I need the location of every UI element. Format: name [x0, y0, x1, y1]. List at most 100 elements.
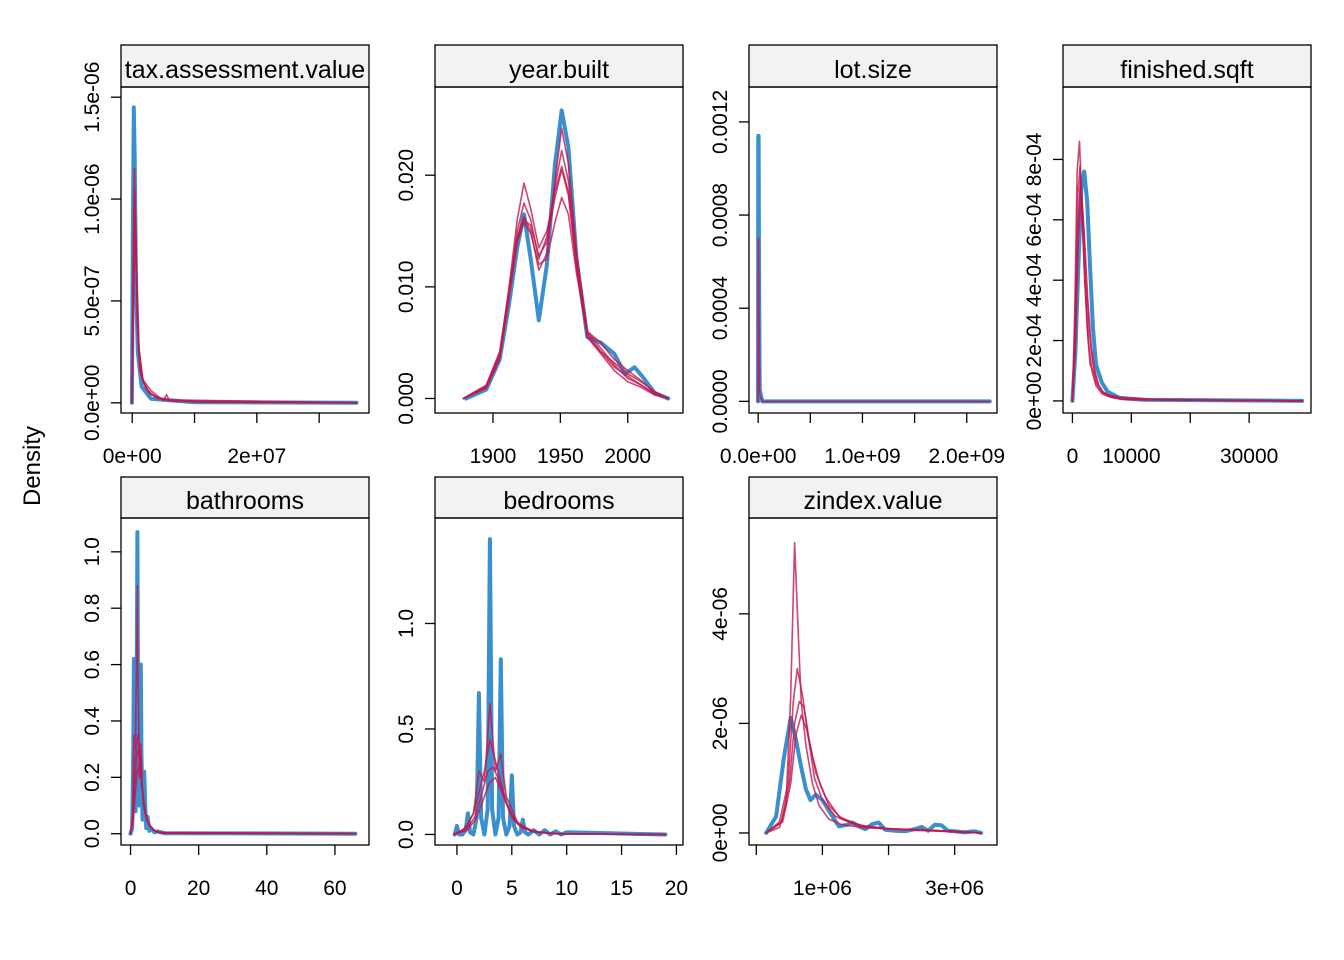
panel-zindex-value: zindex.value 1e+06 3e+06 0e+00 2e-06 4e-06	[709, 476, 998, 900]
x-tick-label: 5	[506, 877, 518, 900]
observed-density-line-0	[764, 715, 984, 835]
x-tick-label: 30000	[1220, 445, 1278, 468]
imputed-density-line-1	[129, 584, 357, 835]
x-tick-label: 1.0e+09	[824, 445, 901, 468]
y-tick-label: 0.6	[81, 650, 104, 679]
series-group	[756, 133, 992, 404]
x-tick-label: 0	[451, 877, 463, 900]
x-tick-label: 3e+06	[925, 877, 984, 900]
imputed-density-line-4	[1071, 194, 1303, 402]
panel-frame	[120, 86, 370, 414]
y-tick-label: 0.010	[395, 261, 418, 314]
series-group	[129, 105, 359, 405]
series-group	[128, 530, 358, 836]
imputed-density-line-4	[131, 228, 358, 404]
y-tick-label: 1.0	[395, 609, 418, 638]
y-tick-label: 1.0e-06	[81, 163, 104, 234]
x-tick-label: 20	[665, 877, 688, 900]
observed-density-line-0	[129, 105, 359, 405]
series-group	[1070, 140, 1305, 403]
imputed-density-line-3	[1071, 176, 1303, 402]
y-tick-label: 0.0004	[709, 276, 732, 341]
y-tick-label: 0.0000	[709, 369, 732, 433]
imputed-density-line-3	[129, 748, 357, 835]
panel-strip	[1062, 44, 1312, 88]
y-tick-label: 0.0008	[709, 183, 732, 247]
panel-frame	[1062, 86, 1312, 414]
series-group	[452, 537, 668, 837]
y-tick-label: 0.0	[395, 820, 418, 849]
x-tick-label: 60	[323, 877, 346, 900]
y-tick-label: 1.5e-06	[81, 62, 104, 133]
panel-frame	[120, 517, 370, 846]
imputed-density-line-5	[462, 168, 670, 400]
x-tick-label: 10	[555, 877, 578, 900]
x-tick-label: 40	[255, 877, 278, 900]
y-tick-label: 5.0e-07	[81, 265, 104, 336]
panel-strip	[120, 44, 370, 88]
observed-density-line-0	[1070, 169, 1305, 403]
panel-title: finished.sqft	[1120, 56, 1253, 84]
y-tick-label: 0.2	[81, 763, 104, 792]
panel-strip	[748, 476, 998, 519]
panel-frame	[748, 86, 998, 414]
panel-bathrooms: bathrooms 0 20 40 60 0.0 0.2 0.4 0.6 0.8 1.0	[81, 476, 370, 900]
panel-title: lot.size	[834, 56, 912, 84]
imputed-density-line-4	[129, 765, 357, 835]
panel-finished-sqft: finished.sqft 0 10000 30000 0e+00 2e-04 4e-04 6…	[1023, 44, 1312, 468]
panel-title: tax.assessment.value	[125, 56, 365, 84]
panel-title: bathrooms	[186, 487, 304, 515]
imputed-density-line-1	[1071, 140, 1303, 402]
y-tick-label: 0e+00	[709, 803, 732, 862]
x-tick-label: 1e+06	[793, 877, 852, 900]
observed-density-line-0	[128, 530, 358, 836]
imputed-density-line-4	[765, 714, 982, 834]
y-tick-label: 0.4	[81, 706, 104, 736]
x-tick-label: 1950	[537, 445, 584, 468]
y-tick-label: 4e-04	[1023, 253, 1046, 307]
imputed-density-line-1	[757, 237, 991, 403]
imputed-density-line-3	[131, 208, 358, 404]
y-tick-label: 0e+00	[1023, 371, 1046, 430]
x-tick-label: 0	[1067, 445, 1079, 468]
y-tick-label: 0.0e+00	[81, 365, 104, 442]
x-tick-label: 0.0e+00	[720, 445, 797, 468]
x-tick-label: 10000	[1102, 445, 1160, 468]
y-tick-label: 0.000	[395, 372, 418, 425]
imputed-density-line-2	[131, 188, 358, 404]
panel-frame	[748, 517, 998, 846]
imputed-density-line-4	[452, 776, 667, 836]
panel-title: zindex.value	[804, 487, 943, 515]
y-tick-label: 0.5	[395, 714, 418, 743]
panel-title: year.built	[509, 56, 609, 84]
imputed-density-line-1	[765, 541, 982, 834]
x-tick-label: 15	[610, 877, 633, 900]
imputed-density-line-3	[765, 700, 982, 834]
y-tick-label: 2e-06	[709, 697, 732, 751]
panel-title: bedrooms	[503, 487, 614, 515]
panel-frame	[434, 86, 684, 414]
y-tick-label: 0.0012	[709, 90, 732, 154]
y-tick-label: 0.0	[81, 819, 104, 848]
panel-tax-assessment-value: tax.assessment.value 0e+00 2e+07 0.0e+00 5.0…	[81, 44, 370, 468]
panel-strip	[434, 476, 684, 519]
y-tick-label: 8e-04	[1023, 132, 1046, 186]
y-tick-label: 1.0	[81, 537, 104, 566]
observed-density-line-0	[452, 537, 668, 837]
x-tick-label: 1900	[470, 445, 517, 468]
panel-frame	[434, 517, 684, 846]
imputed-density-line-1	[131, 167, 358, 404]
x-tick-label: 0e+00	[103, 445, 162, 468]
panel-lot-size: lot.size 0.0e+00 1.0e+09 2.0e+09 0.0000 0.000…	[709, 44, 1005, 468]
imputed-density-line-2	[129, 734, 357, 835]
y-axis-label: Density	[19, 426, 46, 506]
x-tick-label: 20	[187, 877, 210, 900]
panel-strip	[748, 44, 998, 88]
y-tick-label: 0.8	[81, 594, 104, 623]
panel-strip	[120, 476, 370, 519]
y-tick-label: 0.020	[395, 149, 418, 202]
panel-year-built: year.built 1900 1950 2000 0.000 0.010 0.020	[395, 44, 684, 468]
y-tick-label: 6e-04	[1023, 193, 1046, 247]
y-tick-label: 2e-04	[1023, 313, 1046, 367]
